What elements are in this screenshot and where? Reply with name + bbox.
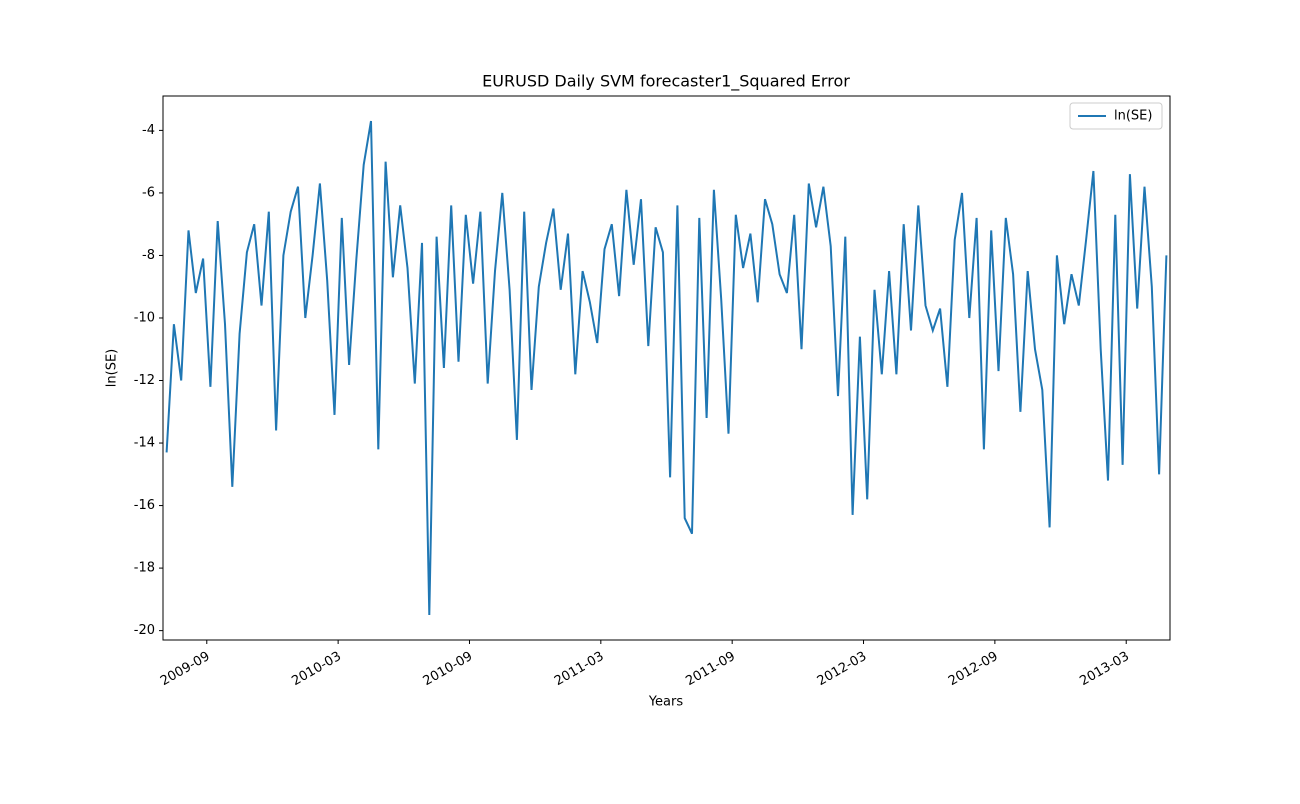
x-tick-label: 2011-09 bbox=[683, 649, 738, 689]
x-tick-label: 2012-03 bbox=[815, 649, 870, 689]
x-axis-label: Years bbox=[648, 695, 684, 710]
x-tick-label: 2009-09 bbox=[158, 649, 213, 689]
y-tick-label: -8 bbox=[142, 248, 155, 263]
y-tick-label: -10 bbox=[134, 310, 155, 325]
x-tick-label: 2010-03 bbox=[289, 649, 344, 689]
x-tick-label: 2013-03 bbox=[1077, 649, 1132, 689]
y-tick-label: -18 bbox=[134, 561, 155, 576]
x-tick-label: 2011-03 bbox=[552, 649, 607, 689]
plot-frame bbox=[162, 95, 1171, 641]
x-tick-label: 2012-09 bbox=[946, 649, 1001, 689]
y-tick-label: -6 bbox=[142, 185, 155, 200]
y-tick-label: -14 bbox=[134, 436, 155, 451]
y-axis-label: ln(SE) bbox=[105, 349, 120, 387]
legend-box bbox=[1069, 102, 1163, 130]
y-tick-label: -4 bbox=[142, 123, 155, 138]
x-tick-label: 2010-09 bbox=[421, 649, 476, 689]
y-tick-label: -12 bbox=[134, 373, 155, 388]
line bbox=[165, 120, 1168, 616]
y-tick-label: -16 bbox=[134, 498, 155, 513]
legend-label: ln(SE) bbox=[1114, 109, 1152, 124]
y-tick-label: -20 bbox=[134, 623, 155, 638]
chart-title: EURUSD Daily SVM forecaster1_Squared Err… bbox=[482, 72, 850, 92]
